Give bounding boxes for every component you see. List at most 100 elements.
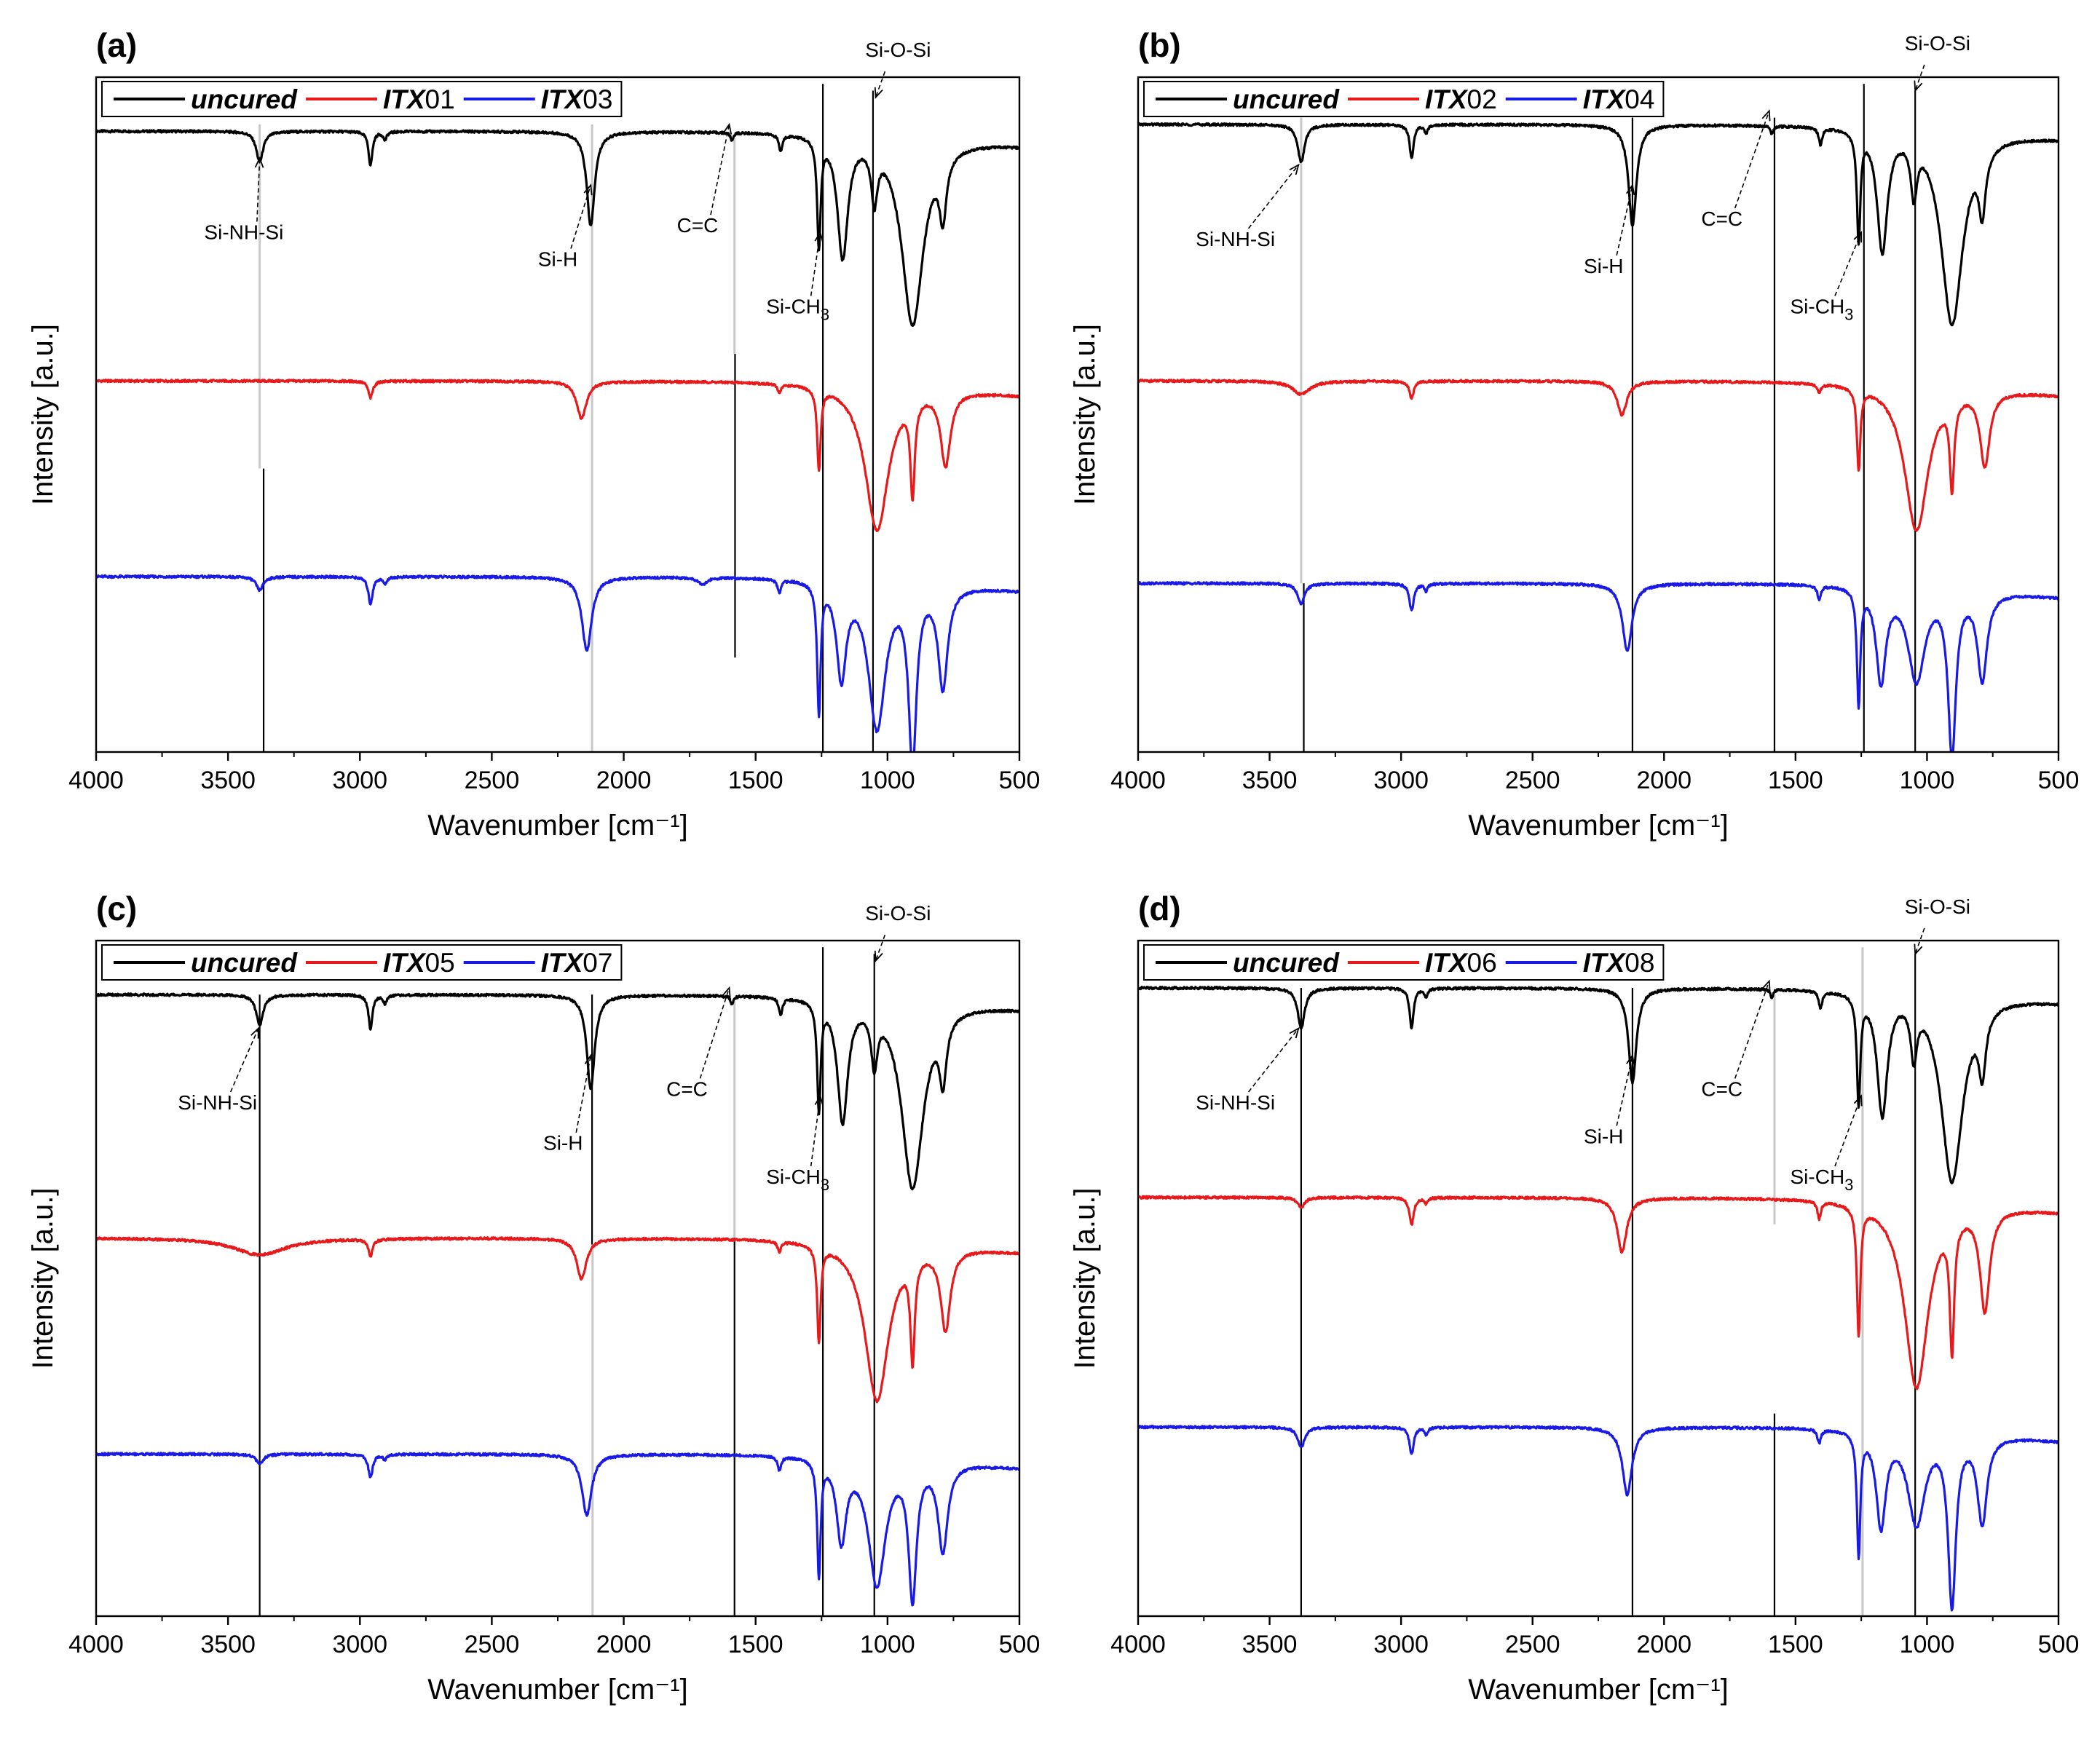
annotation-arrow (1247, 1028, 1299, 1093)
panel-label: (a) (96, 26, 137, 64)
x-tick-label: 1500 (728, 1631, 783, 1658)
peak-annotation: Si-NH-Si (204, 221, 283, 243)
annotation-arrowhead (1853, 231, 1863, 243)
legend-entry: ITX08 (1583, 948, 1655, 978)
x-tick-label: 2500 (1505, 1631, 1560, 1658)
x-tick-label: 1000 (860, 1631, 915, 1658)
annotation-arrow (229, 1028, 259, 1093)
peak-annotation: Si-O-Si (865, 902, 931, 925)
x-tick-label: 3500 (1242, 767, 1298, 794)
annotation-arrowhead (1289, 1026, 1300, 1039)
peak-annotation: Si-CH3 (1791, 1166, 1854, 1194)
x-tick-label: 2000 (1636, 767, 1692, 794)
peak-annotation: Si-H (543, 1132, 583, 1155)
legend-entry: uncured (191, 948, 298, 978)
annotation-arrowhead (1626, 183, 1635, 196)
annotation-arrowhead (1626, 1053, 1635, 1066)
x-tick-label: 3000 (1373, 767, 1429, 794)
peak-annotation: Si-CH3 (766, 295, 829, 323)
plot-area (96, 84, 1019, 752)
legend: uncured ITX01 ITX03 (101, 81, 623, 117)
x-tick-label: 3500 (200, 1631, 256, 1658)
annotation-arrow (875, 934, 886, 962)
peak-annotation: C=C (1701, 1077, 1742, 1100)
peak-annotation: C=C (677, 214, 719, 237)
annotation-arrowhead (814, 230, 824, 242)
panel-label: (d) (1138, 890, 1181, 927)
x-tick-label: 4000 (1110, 1631, 1166, 1658)
plot-area (1138, 84, 2058, 752)
peak-annotation: Si-NH-Si (178, 1091, 257, 1114)
x-tick-label: 2500 (1505, 767, 1560, 794)
peak-annotation: Si-H (538, 248, 577, 271)
annotation-arrow (256, 158, 261, 222)
x-axis-title: Wavenumber [cm⁻¹] (1468, 810, 1728, 842)
annotation-arrow (1734, 111, 1770, 209)
x-tick-label: 3500 (1242, 1631, 1298, 1658)
x-axis-title: Wavenumber [cm⁻¹] (427, 1674, 687, 1706)
x-tick-label: 1000 (1900, 1631, 1955, 1658)
x-tick-label: 3000 (332, 767, 387, 794)
x-tick-label: 500 (999, 1631, 1041, 1658)
panel-label: (c) (96, 890, 137, 927)
peak-annotation: Si-O-Si (1905, 895, 1970, 918)
peak-annotation: C=C (1701, 207, 1742, 230)
series-line-uncured (96, 129, 1019, 327)
peak-annotation: C=C (666, 1077, 708, 1100)
annotation-arrowhead (1289, 163, 1300, 175)
x-tick-label: 1500 (728, 767, 783, 794)
x-tick-label: 2500 (465, 767, 520, 794)
annotation-arrow (575, 1055, 592, 1133)
legend-entry: uncured (1233, 948, 1340, 978)
plot-area (96, 947, 1019, 1616)
x-tick-label: 2500 (465, 1631, 520, 1658)
annotation-arrowhead (814, 1094, 824, 1107)
peak-annotation: Si-NH-Si (1196, 1091, 1275, 1114)
annotation-arrowhead (722, 122, 733, 135)
annotation-arrow (1914, 927, 1925, 954)
legend-entry: ITX07 (541, 948, 613, 978)
legend-entry: ITX03 (541, 84, 613, 114)
legend-entry: ITX02 (1425, 84, 1497, 114)
x-tick-label: 1500 (1768, 1631, 1823, 1658)
peak-annotation: Si-NH-Si (1196, 228, 1275, 250)
series-line-itx01 (96, 379, 1019, 533)
annotation-arrowhead (1914, 943, 1923, 956)
annotation-arrowhead (874, 87, 883, 99)
annotation-arrowhead (1914, 80, 1923, 92)
annotation-arrow (810, 1096, 821, 1167)
legend-entry: ITX04 (1583, 84, 1655, 114)
annotation-arrowhead (1761, 109, 1771, 122)
x-tick-label: 3500 (200, 767, 256, 794)
y-axis-title: Intensity [a.u.] (1069, 1187, 1101, 1369)
x-tick-label: 500 (2038, 767, 2080, 794)
annotation-arrow (1914, 64, 1925, 91)
legend-entry: ITX05 (383, 948, 455, 978)
annotation-arrow (710, 124, 730, 215)
annotation-arrow (875, 71, 886, 98)
legend-entry: ITX06 (1425, 948, 1497, 978)
series-line-uncured (1138, 986, 2058, 1184)
y-axis-title: Intensity [a.u.] (1069, 324, 1101, 505)
annotation-arrow (570, 185, 592, 249)
x-tick-label: 2000 (596, 767, 652, 794)
x-tick-label: 1000 (1900, 767, 1955, 794)
peak-annotation: Si-CH3 (1791, 295, 1854, 323)
peak-annotation: Si-O-Si (865, 39, 931, 61)
x-tick-label: 500 (2038, 1631, 2080, 1658)
annotation-arrowhead (254, 156, 264, 168)
series-line-itx02 (1138, 379, 2058, 532)
annotation-arrow (1834, 232, 1862, 296)
annotation-arrow (1616, 1055, 1633, 1126)
plot-area (1138, 947, 2058, 1616)
series-line-itx04 (1138, 581, 2058, 752)
x-axis-title: Wavenumber [cm⁻¹] (1468, 1674, 1728, 1706)
annotation-arrow (1834, 1096, 1862, 1167)
x-tick-label: 2000 (1636, 1631, 1692, 1658)
legend-entry: ITX01 (383, 84, 455, 114)
legend-entry: uncured (1233, 84, 1340, 114)
peak-annotation: Si-CH3 (766, 1166, 829, 1194)
ftir-panel: (d) Si-NH-Si Si-H C=C Si-CH3 Si-O-Si uncured IT… (1069, 890, 2079, 1706)
x-tick-label: 1000 (860, 767, 915, 794)
